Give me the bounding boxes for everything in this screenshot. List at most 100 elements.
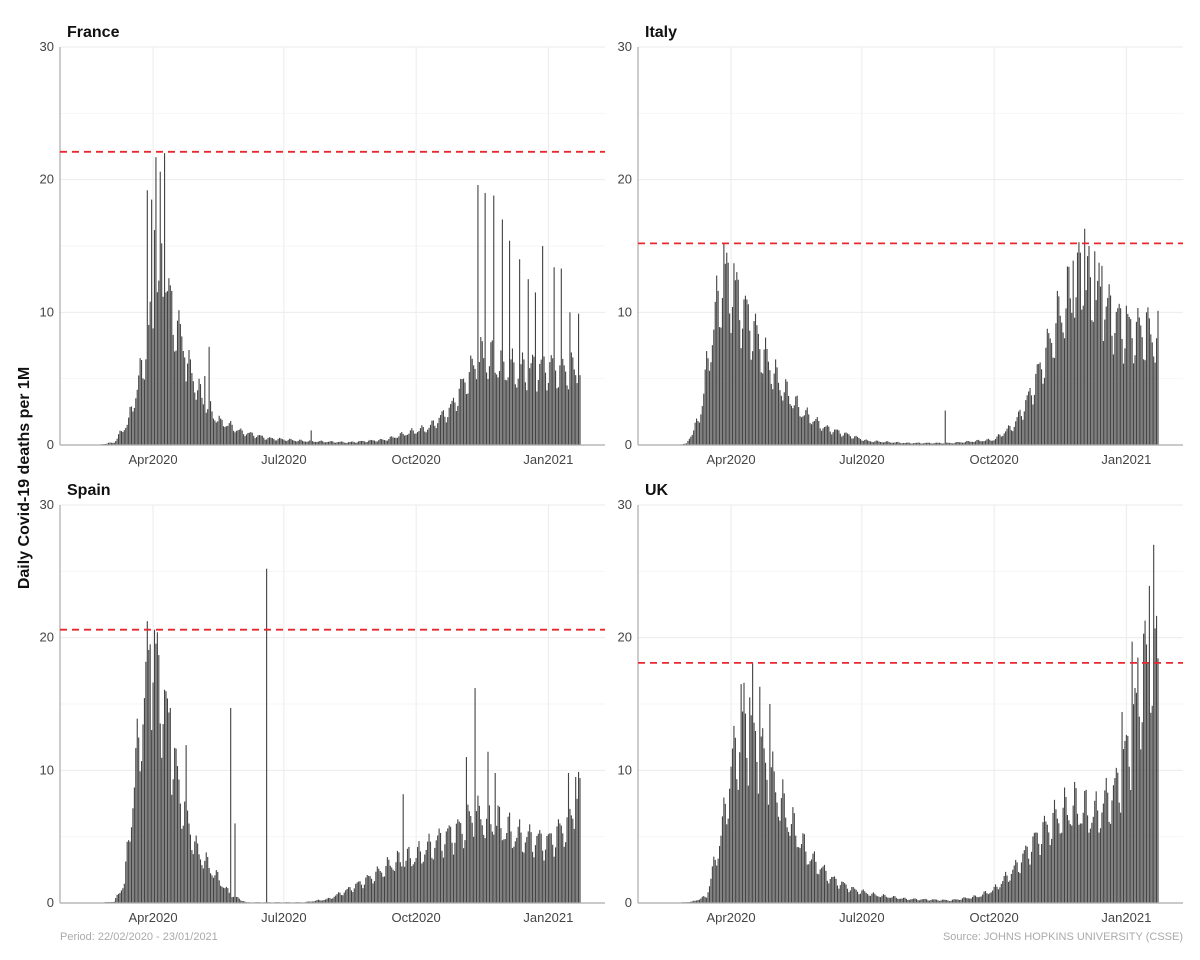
bar bbox=[421, 425, 423, 445]
bar bbox=[149, 301, 151, 445]
bar bbox=[964, 441, 966, 445]
bar bbox=[1049, 845, 1051, 903]
bar bbox=[569, 808, 571, 903]
bar bbox=[979, 440, 981, 445]
bar bbox=[808, 414, 810, 445]
bar bbox=[782, 779, 784, 903]
panel-italy: 0 10 20 30 Apr2020 Jul2020 Oct2020 Jan2021 Italy bbox=[618, 24, 1183, 467]
y-tick-label: 20 bbox=[618, 630, 632, 645]
bar bbox=[195, 835, 197, 903]
bar bbox=[175, 350, 177, 445]
bar bbox=[467, 804, 469, 903]
bar bbox=[1000, 883, 1002, 903]
bar bbox=[990, 892, 992, 903]
bar bbox=[494, 372, 496, 445]
bar bbox=[690, 901, 692, 903]
bar bbox=[218, 415, 220, 445]
bar bbox=[1121, 338, 1123, 445]
bar bbox=[293, 440, 295, 445]
bar bbox=[829, 879, 831, 903]
bar bbox=[874, 441, 876, 445]
bar bbox=[953, 443, 955, 445]
bar bbox=[302, 440, 304, 445]
bar bbox=[1095, 300, 1097, 445]
bar bbox=[1072, 805, 1074, 903]
bar bbox=[940, 900, 942, 903]
bar bbox=[918, 442, 920, 445]
bar bbox=[546, 390, 548, 445]
bar bbox=[526, 837, 528, 903]
bar bbox=[1006, 875, 1008, 903]
bar bbox=[795, 835, 797, 903]
bar bbox=[481, 341, 483, 445]
bar bbox=[320, 440, 322, 445]
bar bbox=[1062, 332, 1064, 445]
bar bbox=[697, 900, 699, 903]
bar bbox=[822, 428, 824, 445]
bar bbox=[1052, 812, 1054, 903]
bar bbox=[855, 889, 857, 903]
bar bbox=[766, 779, 768, 903]
bar bbox=[428, 427, 430, 445]
bar bbox=[404, 435, 406, 445]
bar bbox=[1138, 317, 1140, 445]
bar bbox=[1118, 802, 1120, 903]
bar bbox=[1072, 260, 1074, 445]
bar bbox=[316, 441, 318, 445]
bar bbox=[346, 442, 348, 445]
bar bbox=[555, 847, 557, 903]
bar bbox=[488, 805, 490, 903]
bar bbox=[887, 441, 889, 445]
bar bbox=[194, 841, 196, 903]
bar bbox=[158, 280, 160, 445]
bar bbox=[872, 442, 874, 445]
bar bbox=[544, 849, 547, 903]
bar bbox=[153, 629, 156, 903]
bar bbox=[1048, 832, 1050, 903]
bar bbox=[1151, 705, 1153, 903]
bar bbox=[415, 858, 417, 903]
bar bbox=[164, 153, 166, 445]
bar bbox=[1114, 333, 1116, 445]
bar bbox=[1138, 716, 1140, 903]
bar bbox=[520, 364, 522, 445]
bar bbox=[523, 852, 525, 903]
bar bbox=[179, 324, 181, 445]
bar bbox=[251, 432, 253, 445]
bar bbox=[933, 899, 935, 903]
bar bbox=[717, 290, 719, 445]
bar bbox=[1089, 277, 1091, 445]
bar bbox=[382, 876, 384, 903]
bar bbox=[567, 772, 570, 903]
bar bbox=[914, 442, 916, 445]
bar bbox=[852, 438, 854, 445]
bar bbox=[835, 429, 837, 445]
bar bbox=[890, 442, 892, 445]
bar bbox=[362, 440, 364, 445]
bar bbox=[1035, 373, 1037, 445]
bar bbox=[418, 430, 420, 445]
bar bbox=[890, 897, 892, 903]
bar bbox=[504, 839, 506, 903]
bar bbox=[911, 899, 913, 903]
bar bbox=[1147, 662, 1149, 903]
bar bbox=[740, 684, 742, 903]
bar bbox=[800, 417, 803, 445]
bar bbox=[382, 439, 384, 445]
bar bbox=[210, 873, 212, 903]
bar bbox=[926, 899, 928, 903]
bar bbox=[930, 899, 932, 903]
bar bbox=[831, 876, 833, 903]
bar bbox=[534, 845, 536, 903]
bar bbox=[182, 351, 184, 445]
bar bbox=[1157, 658, 1159, 903]
bar bbox=[494, 772, 496, 903]
x-tick-label: Oct2020 bbox=[392, 910, 441, 925]
bar bbox=[442, 857, 444, 903]
bar bbox=[395, 437, 397, 445]
bar bbox=[556, 388, 558, 445]
bar bbox=[967, 441, 969, 445]
bar bbox=[1074, 317, 1076, 445]
bar bbox=[1101, 265, 1103, 445]
bar bbox=[142, 724, 144, 903]
